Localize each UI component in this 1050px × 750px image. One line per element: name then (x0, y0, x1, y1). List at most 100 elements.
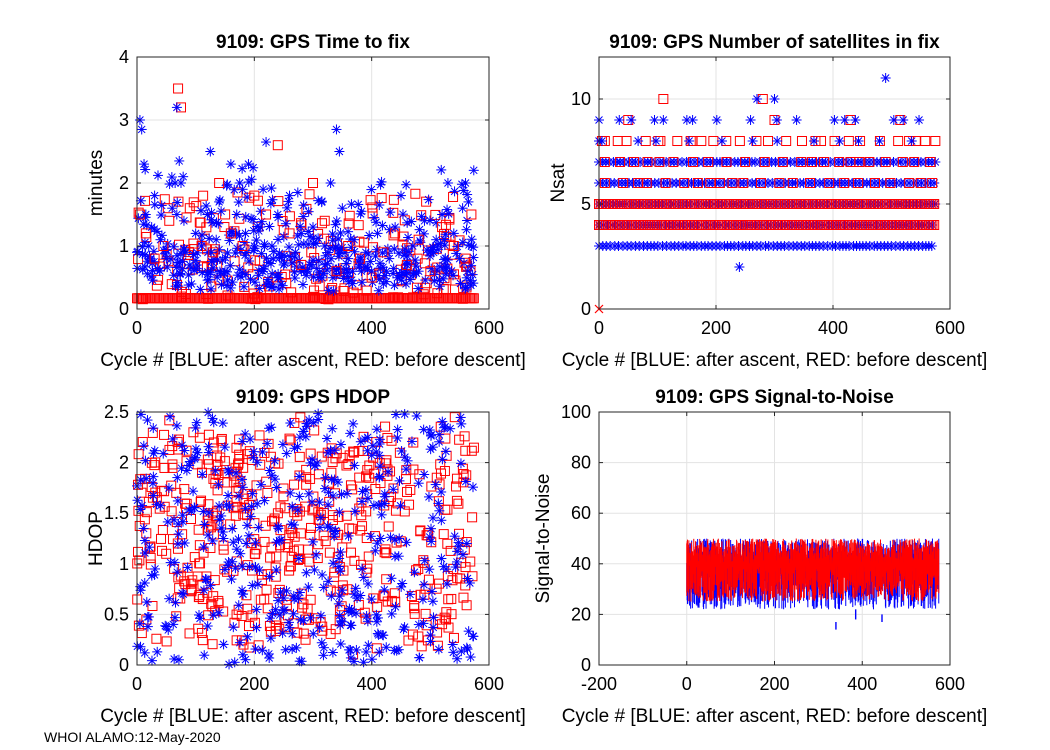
data-point-blue (158, 448, 169, 459)
data-point-red (383, 521, 394, 532)
data-point-red (439, 612, 450, 623)
data-point-blue (293, 553, 304, 564)
axes-box (598, 56, 951, 310)
data-point-red (388, 207, 399, 218)
data-point-red (361, 471, 372, 482)
data-point-red (308, 291, 319, 302)
data-point-blue (373, 285, 384, 296)
data-point-blue (377, 630, 388, 641)
data-point-red (443, 594, 454, 605)
chart-title: 9109: GPS Number of satellites in fix (609, 32, 940, 53)
data-point-blue (198, 506, 209, 517)
data-point-red (164, 215, 175, 226)
data-point-blue (366, 594, 377, 605)
data-point-blue (134, 618, 145, 629)
data-point-red (233, 458, 244, 469)
data-point-blue (300, 431, 311, 442)
data-point-blue (413, 266, 424, 277)
data-point-red (927, 178, 938, 188)
data-point-red (225, 292, 236, 303)
data-point-red (423, 574, 434, 585)
data-point-blue (411, 410, 422, 421)
data-point-red (161, 548, 172, 559)
data-point-red (460, 445, 471, 456)
data-point-red (284, 433, 295, 444)
series-red (686, 538, 940, 602)
data-point-red (365, 195, 376, 206)
data-point-blue (319, 259, 330, 270)
data-point-blue (172, 538, 183, 549)
data-point-red (231, 609, 242, 620)
data-point-blue (684, 136, 695, 146)
data-point-red (173, 83, 184, 94)
data-point-red (425, 266, 436, 277)
data-point-red (418, 289, 429, 300)
data-point-red (331, 266, 342, 277)
data-point-blue (406, 216, 417, 227)
x-tick-label: 0 (682, 674, 692, 694)
data-point-red (295, 554, 306, 565)
data-point-blue (430, 479, 441, 490)
data-point-blue (207, 535, 218, 546)
data-point-blue (196, 241, 207, 251)
data-point-blue (306, 259, 317, 270)
data-point-red (320, 536, 331, 547)
data-point-blue (417, 594, 428, 605)
data-point-blue (149, 190, 160, 201)
data-point-blue (218, 533, 229, 544)
data-point-red (415, 525, 426, 536)
data-point-red (286, 287, 297, 298)
data-point-blue (424, 425, 435, 436)
data-point-red (134, 520, 145, 531)
data-point-blue (363, 640, 374, 651)
data-point-red (435, 468, 446, 479)
data-point-blue (373, 499, 384, 510)
chart-panel-2: 0 200 400 600 0 5 10 9109: GPS Number of satell… (548, 32, 987, 371)
data-point-blue (138, 440, 149, 451)
data-point-red (727, 178, 738, 188)
data-point-red (468, 293, 479, 304)
data-point-blue (320, 483, 331, 494)
data-point-blue (156, 230, 167, 241)
data-point-blue (265, 633, 276, 644)
data-point-red (193, 592, 204, 603)
y-axis-label: HDOP (86, 511, 107, 566)
data-point-blue (298, 615, 309, 626)
data-point-red (461, 600, 472, 611)
data-point-red (654, 157, 665, 167)
data-point-blue (237, 184, 248, 195)
data-point-red (179, 484, 190, 495)
data-point-blue (170, 597, 181, 608)
data-point-blue (292, 187, 303, 198)
data-point-blue (357, 563, 368, 574)
y-tick-label: 1 (119, 236, 129, 256)
data-point-red (441, 607, 452, 618)
data-point-blue (326, 591, 337, 602)
x-tick-label: 200 (759, 674, 789, 694)
data-point-blue (436, 486, 447, 497)
data-point-blue (277, 280, 288, 291)
y-tick-label: 0 (581, 299, 591, 319)
data-point-red (446, 609, 457, 620)
data-point-blue (351, 644, 362, 655)
data-point-red (271, 551, 282, 562)
data-point-blue (264, 221, 275, 232)
data-point-red (314, 281, 325, 292)
y-tick-label: 0 (119, 655, 129, 675)
data-point-blue (379, 584, 390, 595)
data-point-blue (434, 281, 445, 292)
data-point-blue (441, 578, 452, 589)
data-point-red (235, 476, 246, 487)
data-point-blue (258, 263, 269, 274)
data-point-red (929, 199, 940, 209)
y-axis-label: Nsat (548, 163, 569, 203)
data-point-red (408, 437, 419, 448)
data-point-blue (658, 115, 669, 125)
data-point-blue (254, 283, 265, 294)
data-point-red (313, 539, 324, 550)
data-point-blue (307, 536, 318, 547)
data-point-blue (403, 232, 414, 243)
data-point-blue (204, 233, 215, 244)
data-point-red (208, 247, 219, 258)
